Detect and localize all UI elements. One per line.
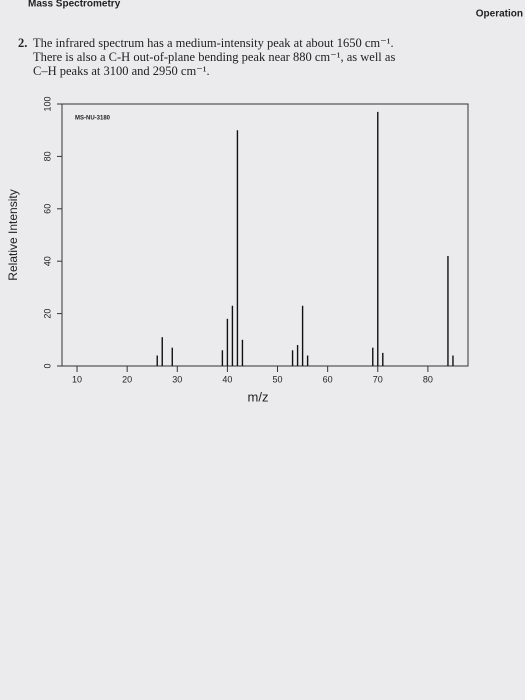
y-tick-label: 20: [42, 309, 52, 319]
plot-frame: [61, 103, 469, 367]
running-head: Mass Spectrometry: [28, 0, 121, 10]
x-tick-label: 30: [172, 374, 182, 384]
x-tick-label: 80: [423, 374, 433, 384]
x-tick-label: 50: [273, 374, 283, 384]
running-head-right: Operation: [476, 9, 523, 20]
y-tick-label: 60: [42, 204, 52, 214]
y-tick-label: 100: [42, 96, 52, 111]
y-tick-label: 40: [42, 256, 52, 266]
y-tick-label: 0: [42, 363, 52, 368]
question-number: 2.: [18, 36, 27, 50]
x-axis-label: m/z: [248, 389, 269, 404]
y-tick-label: 80: [42, 151, 52, 161]
x-tick-label: 10: [72, 374, 82, 384]
question-line: The infrared spectrum has a medium-inten…: [33, 36, 394, 50]
x-tick-label: 40: [222, 374, 232, 384]
y-axis-label: Relative Intensity: [6, 189, 20, 280]
x-tick-label: 20: [122, 374, 132, 384]
question-line: C–H peaks at 3100 and 2950 cm⁻¹.: [33, 64, 210, 78]
question-line: There is also a C-H out-of-plane bending…: [33, 50, 395, 64]
spectrum-id: MS-NU-3180: [75, 116, 111, 122]
x-tick-label: 60: [323, 374, 333, 384]
x-tick-label: 70: [373, 374, 383, 384]
